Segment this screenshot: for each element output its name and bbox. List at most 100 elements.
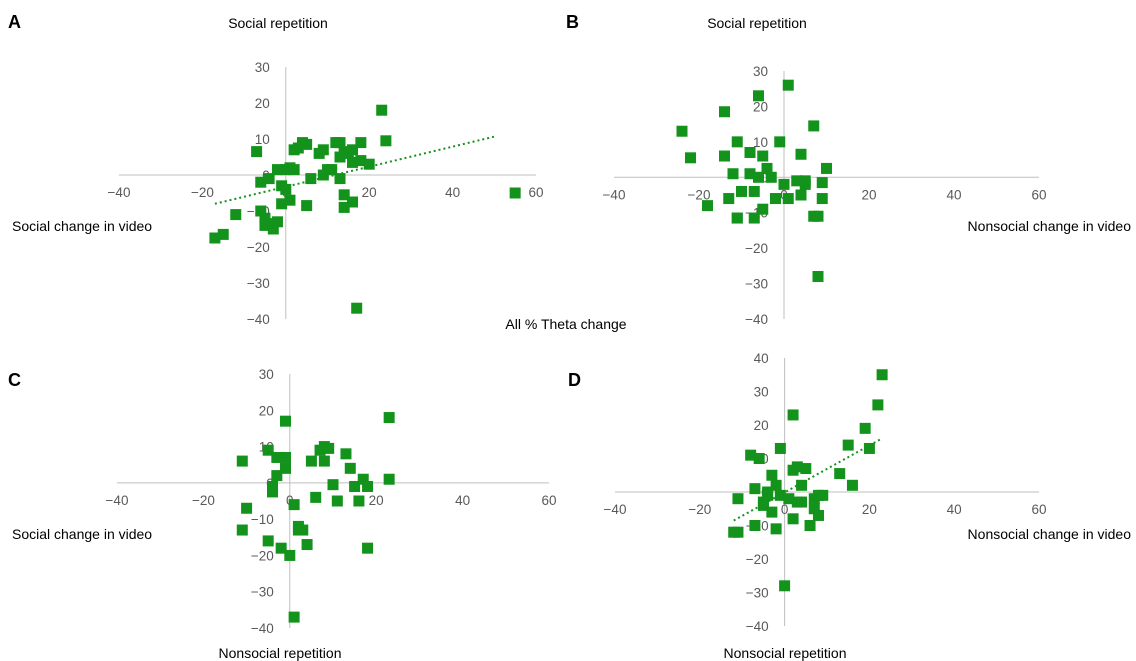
data-point <box>284 194 296 206</box>
y-tick-label: 30 <box>753 64 768 79</box>
x-tick-label: −40 <box>604 502 627 517</box>
data-point <box>782 193 794 205</box>
data-point <box>351 302 363 314</box>
data-point <box>509 187 521 199</box>
y-tick-label: −30 <box>746 586 769 601</box>
data-point <box>816 193 828 205</box>
panel-b: B Social repetition Nonsocial change in … <box>566 12 1131 327</box>
data-point <box>791 175 803 187</box>
panel-a: A Social repetition Social change in vid… <box>8 12 544 327</box>
data-point <box>816 177 828 189</box>
panel-d: D Nonsocial repetition Nonsocial change … <box>568 351 1131 661</box>
data-point <box>774 442 786 454</box>
data-point <box>280 183 292 195</box>
data-point <box>761 162 773 174</box>
x-tick-label: 20 <box>861 187 876 202</box>
top-label: Social repetition <box>228 15 328 31</box>
points-layer <box>728 369 888 592</box>
data-point <box>267 486 279 498</box>
panel-letter: C <box>8 370 21 390</box>
data-point <box>376 104 388 116</box>
data-point <box>344 462 356 474</box>
data-point <box>338 201 350 213</box>
data-point <box>326 164 338 176</box>
data-point <box>301 138 313 150</box>
data-point <box>749 520 761 531</box>
data-point <box>334 137 346 149</box>
x-tick-label: 20 <box>369 493 384 508</box>
y-tick-label: 40 <box>754 351 769 366</box>
y-tick-label: 30 <box>754 385 769 400</box>
data-point <box>795 189 807 201</box>
data-point <box>347 156 359 168</box>
x-tick-label: −40 <box>106 493 129 508</box>
y-tick-label: 20 <box>255 96 270 111</box>
data-point <box>813 509 825 521</box>
data-point <box>748 212 760 224</box>
data-point <box>753 171 764 183</box>
data-point <box>812 270 824 282</box>
x-tick-label: −40 <box>603 187 626 202</box>
data-point <box>749 483 761 495</box>
data-point <box>347 196 359 208</box>
side-label: Nonsocial change in video <box>968 526 1132 542</box>
y-tick-label: 0 <box>760 170 768 185</box>
trendline <box>733 437 883 522</box>
y-tick-label: −40 <box>247 312 270 327</box>
data-point <box>757 499 769 511</box>
data-point <box>753 90 764 102</box>
data-point <box>347 144 359 156</box>
data-point <box>271 470 283 482</box>
y-tick-label: −10 <box>251 512 274 527</box>
data-point <box>380 135 392 147</box>
data-point <box>732 493 744 505</box>
data-point <box>279 462 291 474</box>
y-tick-label: 10 <box>753 135 768 150</box>
data-point <box>744 168 756 180</box>
y-tick-label: −40 <box>746 619 769 634</box>
data-point <box>779 580 791 592</box>
x-tick-label: 40 <box>455 493 470 508</box>
y-tick-label: 30 <box>259 367 274 382</box>
data-point <box>804 520 816 531</box>
y-tick-label: −40 <box>251 621 274 636</box>
data-point <box>363 158 375 170</box>
data-point <box>745 449 757 461</box>
x-tick-label: 40 <box>946 187 961 202</box>
data-point <box>275 542 287 554</box>
data-point <box>276 198 288 210</box>
data-point <box>279 415 291 427</box>
x-tick-label: 60 <box>541 493 556 508</box>
data-point <box>383 473 395 485</box>
x-tick-label: 20 <box>862 502 877 517</box>
data-point <box>796 496 808 508</box>
data-point <box>787 513 799 525</box>
x-tick-label: 60 <box>1031 502 1046 517</box>
x-tick-label: −40 <box>108 185 131 200</box>
data-point <box>757 150 769 162</box>
side-label: Nonsocial change in video <box>968 218 1132 234</box>
data-point <box>817 489 829 501</box>
data-point <box>744 146 756 158</box>
y-tick-label: −20 <box>745 241 768 256</box>
data-point <box>318 455 330 467</box>
x-tick-label: 40 <box>947 502 962 517</box>
bottom-label: Nonsocial repetition <box>219 645 342 661</box>
x-tick-label: −20 <box>688 187 711 202</box>
data-point <box>255 205 267 217</box>
x-tick-label: −20 <box>688 502 711 517</box>
data-point <box>859 422 871 434</box>
data-point <box>317 144 329 156</box>
data-point <box>357 473 369 485</box>
data-point <box>676 125 688 137</box>
data-point <box>279 451 291 463</box>
data-point <box>241 502 253 514</box>
data-point <box>753 453 765 464</box>
data-point <box>301 539 313 551</box>
data-point <box>323 442 335 454</box>
side-label: Social change in video <box>12 526 152 542</box>
data-point <box>271 164 283 176</box>
data-point <box>349 480 361 492</box>
